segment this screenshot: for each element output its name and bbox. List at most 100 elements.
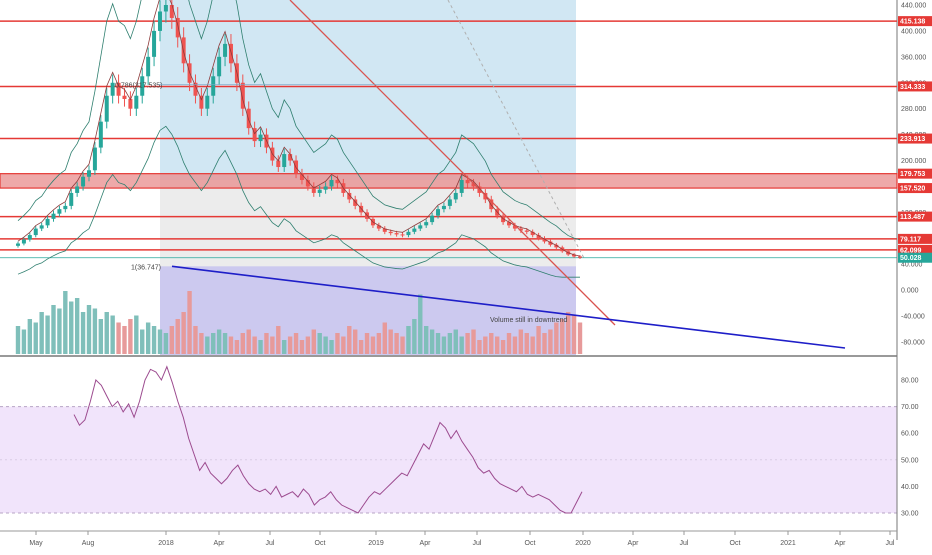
level-tag-2-bg: [898, 133, 932, 144]
bollinger-lower: [17, 125, 580, 278]
volume-bar-59: [364, 333, 370, 354]
supply-zone: [0, 173, 898, 189]
candle-body-4: [39, 225, 44, 229]
candle-body-87: [530, 231, 535, 236]
candle-body-48: [299, 173, 304, 180]
volume-bar-80: [489, 333, 494, 354]
volume-bar-86: [524, 333, 529, 354]
candle-body-46: [288, 154, 293, 161]
candle-body-40: [252, 128, 257, 142]
candle-body-75: [459, 179, 464, 193]
volume-bar-73: [447, 333, 453, 354]
volume-bar-82: [500, 340, 506, 354]
volume-bar-67: [412, 319, 417, 354]
candle-body-70: [430, 215, 435, 223]
volume-bar-37: [234, 340, 240, 354]
rsi-tick-0: 80.00: [901, 378, 919, 385]
candle-body-35: [223, 43, 228, 57]
candle-body-17: [116, 82, 121, 96]
volume-bar-52: [323, 336, 328, 354]
candle-body-12: [86, 170, 91, 177]
volume-bar-85: [518, 329, 524, 354]
volume-note: Volume still in downtrend: [490, 317, 568, 324]
candle-body-5: [45, 218, 50, 226]
volume-bar-10: [74, 298, 80, 354]
candle-body-54: [335, 179, 340, 184]
volume-bar-38: [240, 333, 245, 354]
volume-bar-58: [358, 340, 364, 354]
volume-bar-0: [15, 326, 21, 354]
volume-bar-78: [477, 340, 482, 354]
time-tick-0: May: [29, 540, 43, 547]
volume-bar-31: [199, 333, 204, 354]
candle-body-3: [33, 228, 38, 236]
downtrend-red-line: [289, 0, 616, 326]
time-tick-6: 2019: [368, 540, 384, 547]
candle-body-45: [282, 154, 287, 168]
level-tag-4-text: 79.117: [900, 236, 921, 243]
candle-body-21: [140, 76, 145, 96]
volume-bar-8: [63, 291, 68, 354]
volume-bar-83: [506, 333, 512, 354]
candle-body-25: [163, 5, 168, 12]
volume-bar-11: [80, 312, 86, 354]
rsi-band: [0, 406, 897, 513]
volume-trend-blue-line: [171, 265, 846, 349]
volume-bar-13: [92, 308, 98, 354]
volume-bar-92: [560, 319, 565, 354]
volume-bar-27: [175, 319, 180, 354]
zone-tag-upper-text: 179.753: [900, 171, 925, 178]
volume-bar-79: [483, 336, 488, 354]
volume-layer: [15, 291, 583, 354]
volume-bar-16: [110, 315, 115, 354]
candle-body-71: [436, 209, 441, 216]
candle-body-44: [276, 160, 281, 168]
volume-bar-12: [86, 305, 92, 354]
candle-body-90: [548, 241, 553, 245]
volume-bar-18: [122, 326, 127, 354]
volume-bar-77: [471, 329, 476, 354]
price-tick-11: 0.000: [901, 288, 919, 295]
time-tick-16: Jul: [886, 540, 895, 547]
candle-body-19: [128, 98, 133, 109]
candle-body-80: [489, 199, 494, 210]
candle-body-32: [205, 95, 210, 109]
volume-bar-47: [293, 333, 299, 354]
candle-body-53: [329, 179, 334, 187]
volume-bar-2: [27, 319, 33, 354]
volume-bar-76: [465, 333, 470, 354]
rsi-layer: [73, 365, 583, 514]
volume-bar-22: [145, 322, 151, 354]
candle-body-85: [518, 228, 523, 231]
volume-bar-70: [429, 329, 435, 354]
volume-bar-28: [181, 312, 186, 354]
zone-tag-lower-text: 157.520: [900, 186, 925, 193]
candle-body-88: [536, 235, 541, 239]
time-tick-7: Apr: [420, 540, 432, 547]
volume-bar-3: [33, 322, 38, 354]
level-tag-5-bg: [898, 244, 932, 255]
volume-bar-43: [270, 336, 275, 354]
time-tick-8: Jul: [473, 540, 482, 547]
candle-body-22: [146, 56, 151, 77]
volume-bar-66: [406, 326, 411, 354]
volume-bar-46: [287, 336, 293, 354]
price-tick-12: -40.000: [901, 314, 925, 321]
candle-body-51: [317, 189, 322, 193]
candle-body-69: [424, 222, 429, 226]
candle-body-16: [110, 82, 115, 96]
candle-body-77: [471, 183, 476, 187]
volume-bar-75: [459, 336, 464, 354]
candle-body-57: [353, 199, 358, 206]
time-tick-2: 2018: [158, 540, 174, 547]
level-tag-0-text: 415.138: [900, 19, 925, 26]
volume-bar-40: [252, 336, 257, 354]
volume-bar-17: [116, 322, 121, 354]
volume-bar-24: [157, 329, 163, 354]
time-tick-13: Oct: [730, 540, 741, 547]
volume-bar-81: [494, 336, 500, 354]
volume-bar-36: [228, 336, 234, 354]
level-tag-3-text: 113.487: [900, 214, 925, 221]
